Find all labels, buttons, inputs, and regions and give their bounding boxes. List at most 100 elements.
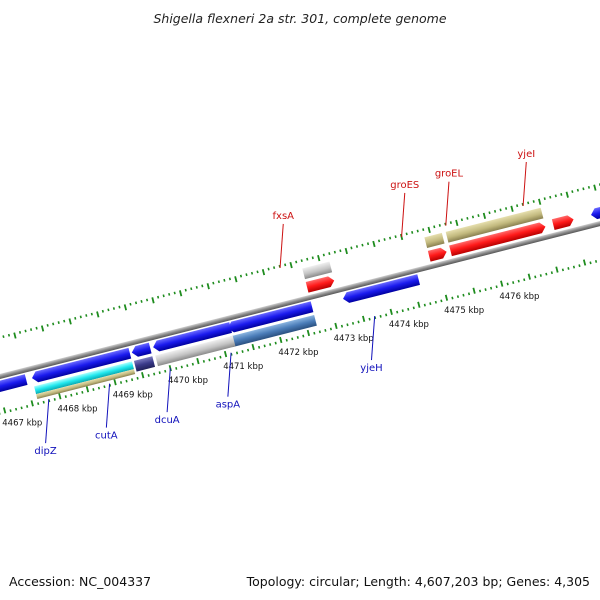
minor-tick xyxy=(517,279,520,283)
minor-tick xyxy=(75,392,78,396)
minor-tick xyxy=(433,225,436,229)
minor-tick xyxy=(543,197,546,201)
major-tick xyxy=(527,273,531,280)
gene-label-yjeI[interactable]: yjeI xyxy=(517,149,535,160)
minor-tick xyxy=(90,312,93,316)
minor-tick xyxy=(130,378,134,382)
minor-tick xyxy=(512,281,515,284)
minor-tick xyxy=(333,250,336,254)
minor-tick xyxy=(153,372,156,376)
minor-tick xyxy=(175,367,178,370)
minor-tick xyxy=(246,348,250,352)
major-tick xyxy=(372,240,376,248)
minor-tick xyxy=(284,263,287,267)
major-tick xyxy=(344,247,348,255)
minor-tick xyxy=(63,319,66,323)
minor-tick xyxy=(263,344,266,348)
major-tick xyxy=(68,318,72,325)
gene-label-cutA[interactable]: cutA xyxy=(95,431,118,442)
minor-tick xyxy=(37,402,40,406)
minor-tick xyxy=(471,215,475,219)
minor-tick xyxy=(357,320,360,324)
minor-tick xyxy=(506,282,509,286)
major-tick xyxy=(472,287,476,294)
gene-label-groES[interactable]: groES xyxy=(390,180,419,191)
minor-tick xyxy=(389,236,392,240)
minor-tick xyxy=(129,302,132,306)
minor-tick xyxy=(81,390,84,394)
major-tick xyxy=(427,226,431,234)
minor-tick xyxy=(368,317,371,321)
minor-tick xyxy=(560,193,563,196)
minor-tick xyxy=(162,294,165,298)
major-tick xyxy=(279,336,283,344)
minor-tick xyxy=(311,256,314,260)
minor-tick xyxy=(499,208,502,212)
minor-tick xyxy=(589,261,592,265)
minor-tick xyxy=(355,245,359,248)
major-tick xyxy=(582,259,587,266)
major-tick xyxy=(223,350,228,358)
minor-tick xyxy=(134,301,138,305)
minor-tick xyxy=(9,409,12,413)
minor-tick xyxy=(103,385,106,389)
major-tick xyxy=(168,365,172,372)
minor-tick xyxy=(576,188,579,192)
minor-tick xyxy=(534,275,537,279)
minor-tick xyxy=(587,185,591,189)
gene-label-leader xyxy=(166,368,171,413)
genome-summary-text: Topology: circular; Length: 4,607,203 bp… xyxy=(246,574,590,589)
minor-tick xyxy=(545,272,548,276)
gene-label-dipZ[interactable]: dipZ xyxy=(34,446,56,457)
minor-tick xyxy=(456,295,460,299)
gene-label-fxsA[interactable]: fxsA xyxy=(273,211,295,222)
minor-tick xyxy=(147,374,150,377)
scale-tick-label: 4475 kbp xyxy=(444,306,484,316)
minor-tick xyxy=(567,267,570,270)
major-tick xyxy=(141,372,145,379)
minor-tick xyxy=(195,285,198,289)
major-tick xyxy=(206,283,210,290)
gene-label-groEL[interactable]: groEL xyxy=(435,169,464,180)
minor-tick xyxy=(245,273,248,277)
minor-tick xyxy=(328,252,331,255)
minor-tick xyxy=(401,309,404,313)
major-tick xyxy=(510,205,514,212)
gene-label-aspA[interactable]: aspA xyxy=(216,400,241,411)
gene-label-yjeH[interactable]: yjeH xyxy=(360,363,382,374)
gene-feature-cutA xyxy=(131,342,152,357)
minor-tick xyxy=(416,229,419,233)
minor-tick xyxy=(396,310,399,314)
major-tick xyxy=(334,322,338,330)
gene-label-dcuA[interactable]: dcuA xyxy=(155,415,180,426)
major-tick xyxy=(317,254,321,262)
minor-tick xyxy=(291,337,294,341)
major-tick xyxy=(85,386,90,393)
minor-tick xyxy=(97,386,101,390)
gene-feature-dipZ-khaki xyxy=(36,369,136,399)
minor-tick xyxy=(173,291,176,295)
minor-tick xyxy=(7,333,11,337)
minor-tick xyxy=(186,364,189,368)
minor-tick xyxy=(258,345,261,349)
major-tick xyxy=(306,329,311,337)
minor-tick xyxy=(394,235,397,239)
minor-tick xyxy=(212,281,215,285)
minor-tick xyxy=(550,271,553,275)
minor-tick xyxy=(505,207,508,210)
minor-tick xyxy=(523,278,526,282)
major-tick xyxy=(362,315,366,322)
minor-tick xyxy=(239,274,243,278)
minor-tick xyxy=(300,259,303,263)
scale-labels: 4467 kbp 4468 kbp 4469 kbp 4470 kbp 4471 kbp… xyxy=(2,292,539,429)
major-tick xyxy=(179,290,183,297)
minor-tick xyxy=(180,365,183,369)
minor-tick xyxy=(366,242,370,246)
minor-tick xyxy=(539,274,542,277)
minor-tick xyxy=(267,267,270,271)
minor-tick xyxy=(15,407,18,411)
scale-tick-label: 4467 kbp xyxy=(2,418,42,428)
major-tick xyxy=(482,212,487,219)
